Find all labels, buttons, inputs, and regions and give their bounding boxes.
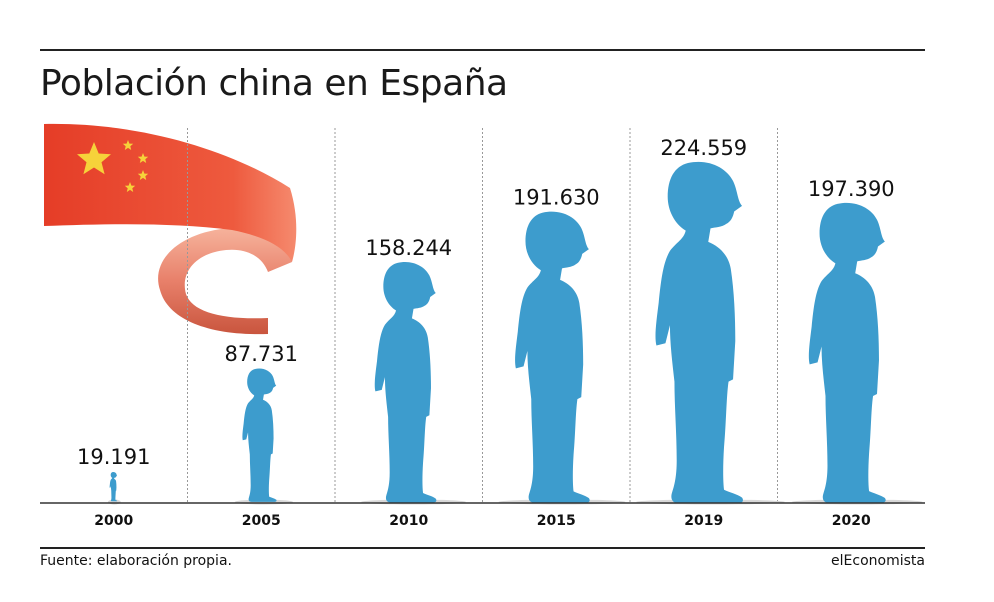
year-label-2015: 2015 [537,513,576,529]
value-label-2015: 191.630 [513,186,600,210]
value-labels: 19.191 87.731 158.244 191.630 224.559 197.390 [77,136,895,469]
year-label-2000: 2000 [94,513,133,529]
brand-logo-text: elEconomista [831,553,925,569]
value-label-2005: 87.731 [225,342,298,366]
value-label-2019: 224.559 [660,136,747,160]
chart-title: Población china en España [40,63,508,104]
china-flag-ribbon-icon [44,123,297,335]
flag-stars-icon [77,140,149,192]
person-figure-icon-2015 [515,211,590,503]
source-note: Fuente: elaboración propia. [40,553,232,569]
person-figure-icon-2019 [655,161,743,504]
year-tick-labels: 2000 2005 2010 2015 2019 2020 [94,513,871,529]
value-label-2010: 158.244 [365,236,452,260]
bottom-rule [40,547,925,549]
person-figure-icon-2010 [374,261,437,503]
top-rule [40,49,925,51]
year-label-2010: 2010 [389,513,428,529]
person-figure-icon-2000 [109,472,118,502]
year-label-2019: 2019 [684,513,723,529]
person-figure-icon-2020 [808,202,886,503]
value-label-2020: 197.390 [808,177,895,201]
value-label-2000: 19.191 [77,445,150,469]
year-label-2005: 2005 [242,513,281,529]
year-label-2020: 2020 [832,513,871,529]
column-dividers [187,128,778,503]
person-figure-icon-2005 [242,368,277,502]
